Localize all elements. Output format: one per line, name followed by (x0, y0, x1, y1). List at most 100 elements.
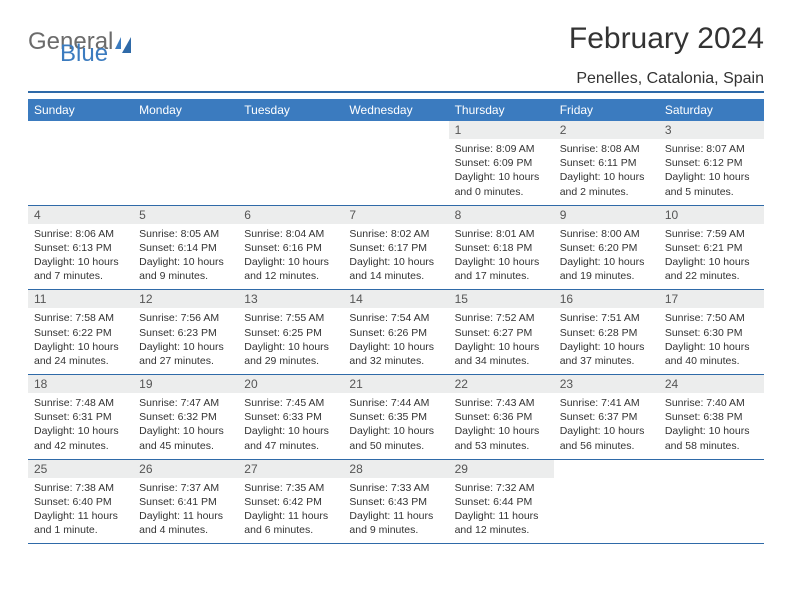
calendar-cell: 17Sunrise: 7:50 AMSunset: 6:30 PMDayligh… (659, 290, 764, 375)
sunset-text: Sunset: 6:12 PM (665, 156, 758, 170)
sunset-text: Sunset: 6:23 PM (139, 326, 232, 340)
day-body: Sunrise: 7:54 AMSunset: 6:26 PMDaylight:… (343, 308, 448, 374)
daylight-text: Daylight: 10 hours and 32 minutes. (349, 340, 442, 368)
calendar-cell: 6Sunrise: 8:04 AMSunset: 6:16 PMDaylight… (238, 205, 343, 290)
daylight-text: Daylight: 10 hours and 7 minutes. (34, 255, 127, 283)
col-sunday: Sunday (28, 99, 133, 121)
sunset-text: Sunset: 6:44 PM (455, 495, 548, 509)
daylight-text: Daylight: 10 hours and 2 minutes. (560, 170, 653, 198)
sunrise-text: Sunrise: 8:09 AM (455, 142, 548, 156)
calendar-cell (343, 121, 448, 205)
location-rule: Penelles, Catalonia, Spain (28, 70, 764, 93)
sunset-text: Sunset: 6:40 PM (34, 495, 127, 509)
calendar-cell: 9Sunrise: 8:00 AMSunset: 6:20 PMDaylight… (554, 205, 659, 290)
calendar-week-row: 4Sunrise: 8:06 AMSunset: 6:13 PMDaylight… (28, 205, 764, 290)
daylight-text: Daylight: 10 hours and 27 minutes. (139, 340, 232, 368)
day-body: Sunrise: 7:50 AMSunset: 6:30 PMDaylight:… (659, 308, 764, 374)
day-body (659, 464, 764, 520)
daylight-text: Daylight: 10 hours and 58 minutes. (665, 424, 758, 452)
sunrise-text: Sunrise: 7:50 AM (665, 311, 758, 325)
sunrise-text: Sunrise: 7:41 AM (560, 396, 653, 410)
sunset-text: Sunset: 6:25 PM (244, 326, 337, 340)
day-number: 21 (343, 375, 448, 393)
daylight-text: Daylight: 10 hours and 14 minutes. (349, 255, 442, 283)
sunrise-text: Sunrise: 8:05 AM (139, 227, 232, 241)
day-body: Sunrise: 8:01 AMSunset: 6:18 PMDaylight:… (449, 224, 554, 290)
day-number: 6 (238, 206, 343, 224)
calendar-cell: 23Sunrise: 7:41 AMSunset: 6:37 PMDayligh… (554, 375, 659, 460)
daylight-text: Daylight: 10 hours and 22 minutes. (665, 255, 758, 283)
calendar-cell: 8Sunrise: 8:01 AMSunset: 6:18 PMDaylight… (449, 205, 554, 290)
calendar-cell: 19Sunrise: 7:47 AMSunset: 6:32 PMDayligh… (133, 375, 238, 460)
day-body: Sunrise: 7:45 AMSunset: 6:33 PMDaylight:… (238, 393, 343, 459)
day-body: Sunrise: 7:32 AMSunset: 6:44 PMDaylight:… (449, 478, 554, 544)
sunset-text: Sunset: 6:22 PM (34, 326, 127, 340)
daylight-text: Daylight: 10 hours and 5 minutes. (665, 170, 758, 198)
day-body: Sunrise: 7:41 AMSunset: 6:37 PMDaylight:… (554, 393, 659, 459)
day-body: Sunrise: 8:02 AMSunset: 6:17 PMDaylight:… (343, 224, 448, 290)
sunset-text: Sunset: 6:31 PM (34, 410, 127, 424)
logo-triangle-icon (115, 37, 131, 53)
page-title: February 2024 (569, 22, 764, 56)
sunset-text: Sunset: 6:11 PM (560, 156, 653, 170)
col-friday: Friday (554, 99, 659, 121)
calendar-cell (133, 121, 238, 205)
calendar-cell: 11Sunrise: 7:58 AMSunset: 6:22 PMDayligh… (28, 290, 133, 375)
day-body: Sunrise: 7:38 AMSunset: 6:40 PMDaylight:… (28, 478, 133, 544)
sunrise-text: Sunrise: 8:07 AM (665, 142, 758, 156)
day-body: Sunrise: 7:56 AMSunset: 6:23 PMDaylight:… (133, 308, 238, 374)
calendar-week-row: 25Sunrise: 7:38 AMSunset: 6:40 PMDayligh… (28, 459, 764, 544)
day-number: 1 (449, 121, 554, 139)
sunrise-text: Sunrise: 8:06 AM (34, 227, 127, 241)
day-number: 4 (28, 206, 133, 224)
sunrise-text: Sunrise: 7:54 AM (349, 311, 442, 325)
daylight-text: Daylight: 10 hours and 24 minutes. (34, 340, 127, 368)
daylight-text: Daylight: 11 hours and 12 minutes. (455, 509, 548, 537)
calendar-week-row: 11Sunrise: 7:58 AMSunset: 6:22 PMDayligh… (28, 290, 764, 375)
calendar-cell: 22Sunrise: 7:43 AMSunset: 6:36 PMDayligh… (449, 375, 554, 460)
day-number: 28 (343, 460, 448, 478)
sunrise-text: Sunrise: 7:52 AM (455, 311, 548, 325)
col-thursday: Thursday (449, 99, 554, 121)
daylight-text: Daylight: 10 hours and 53 minutes. (455, 424, 548, 452)
day-body (238, 125, 343, 181)
sunset-text: Sunset: 6:21 PM (665, 241, 758, 255)
day-number: 20 (238, 375, 343, 393)
day-number: 26 (133, 460, 238, 478)
day-number: 2 (554, 121, 659, 139)
calendar-cell (659, 459, 764, 544)
sunset-text: Sunset: 6:33 PM (244, 410, 337, 424)
sunrise-text: Sunrise: 7:48 AM (34, 396, 127, 410)
sunrise-text: Sunrise: 8:00 AM (560, 227, 653, 241)
sunrise-text: Sunrise: 7:33 AM (349, 481, 442, 495)
calendar-cell (554, 459, 659, 544)
day-body: Sunrise: 8:07 AMSunset: 6:12 PMDaylight:… (659, 139, 764, 205)
daylight-text: Daylight: 10 hours and 37 minutes. (560, 340, 653, 368)
daylight-text: Daylight: 10 hours and 34 minutes. (455, 340, 548, 368)
sunset-text: Sunset: 6:41 PM (139, 495, 232, 509)
day-number: 23 (554, 375, 659, 393)
daylight-text: Daylight: 11 hours and 4 minutes. (139, 509, 232, 537)
sunrise-text: Sunrise: 7:40 AM (665, 396, 758, 410)
calendar-cell: 10Sunrise: 7:59 AMSunset: 6:21 PMDayligh… (659, 205, 764, 290)
calendar-cell: 21Sunrise: 7:44 AMSunset: 6:35 PMDayligh… (343, 375, 448, 460)
col-monday: Monday (133, 99, 238, 121)
daylight-text: Daylight: 10 hours and 45 minutes. (139, 424, 232, 452)
calendar-header-row: Sunday Monday Tuesday Wednesday Thursday… (28, 99, 764, 121)
daylight-text: Daylight: 10 hours and 12 minutes. (244, 255, 337, 283)
calendar-cell: 24Sunrise: 7:40 AMSunset: 6:38 PMDayligh… (659, 375, 764, 460)
calendar-cell: 14Sunrise: 7:54 AMSunset: 6:26 PMDayligh… (343, 290, 448, 375)
day-body: Sunrise: 7:37 AMSunset: 6:41 PMDaylight:… (133, 478, 238, 544)
sunrise-text: Sunrise: 7:55 AM (244, 311, 337, 325)
day-body: Sunrise: 7:35 AMSunset: 6:42 PMDaylight:… (238, 478, 343, 544)
daylight-text: Daylight: 10 hours and 50 minutes. (349, 424, 442, 452)
sunrise-text: Sunrise: 7:38 AM (34, 481, 127, 495)
day-number: 5 (133, 206, 238, 224)
daylight-text: Daylight: 11 hours and 1 minute. (34, 509, 127, 537)
sunset-text: Sunset: 6:13 PM (34, 241, 127, 255)
daylight-text: Daylight: 10 hours and 47 minutes. (244, 424, 337, 452)
sunset-text: Sunset: 6:38 PM (665, 410, 758, 424)
day-number: 11 (28, 290, 133, 308)
day-number: 17 (659, 290, 764, 308)
calendar-cell: 25Sunrise: 7:38 AMSunset: 6:40 PMDayligh… (28, 459, 133, 544)
